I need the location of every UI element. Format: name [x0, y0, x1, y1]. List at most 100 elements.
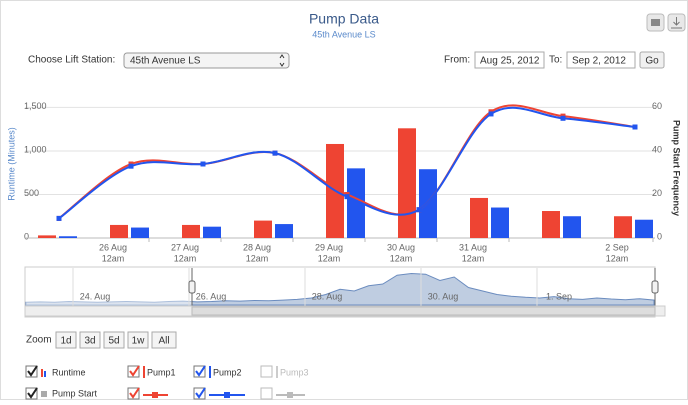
to-label: To: — [549, 55, 562, 66]
checkbox[interactable] — [193, 387, 206, 400]
navigator-label: 30. Aug — [428, 291, 459, 301]
navigator-label: 1. Sep — [546, 291, 572, 301]
checkbox[interactable] — [260, 365, 273, 378]
legend-icon — [143, 366, 145, 378]
legend-pump3: Pump3 — [280, 367, 309, 377]
legend: Runtime Pump1 Pump2 Pump3 Pump Start — [25, 365, 309, 400]
bar — [254, 220, 272, 238]
legend-pump-start: Pump Start — [52, 388, 98, 398]
zoom-button[interactable] — [79, 331, 101, 349]
from-input[interactable] — [474, 51, 545, 69]
x-tick-label: 28 Aug — [243, 242, 271, 252]
bar — [38, 235, 56, 238]
zoom-button[interactable] — [127, 331, 149, 349]
checkbox[interactable] — [127, 387, 140, 400]
from-value: Aug 25, 2012 — [480, 56, 540, 67]
station-select[interactable] — [123, 52, 290, 69]
line-marker — [200, 161, 206, 167]
bar — [347, 168, 365, 238]
legend-marker — [152, 392, 158, 398]
legend-icon — [209, 366, 211, 378]
y-tick-label: 500 — [24, 188, 39, 198]
y2-tick-label: 40 — [652, 144, 662, 154]
y-tick-label: 1,000 — [24, 144, 47, 154]
legend-runtime: Runtime — [52, 367, 86, 377]
x-tick-label: 27 Aug — [171, 242, 199, 252]
bar — [59, 236, 77, 238]
bar — [275, 224, 293, 238]
y2-tick-label: 20 — [652, 188, 662, 198]
subtitle: 45th Avenue LS — [312, 29, 375, 39]
zoom-button[interactable] — [151, 331, 177, 349]
check — [27, 365, 38, 377]
print-icon — [651, 19, 660, 26]
select-arrows — [279, 54, 285, 67]
export-icon — [671, 17, 682, 29]
legend-marker — [287, 392, 293, 398]
zoom-button-label: 1d — [60, 336, 71, 347]
x-tick-sublabel: 12am — [246, 253, 269, 263]
bar — [398, 128, 416, 238]
go-label: Go — [645, 56, 659, 67]
y2-tick-label: 60 — [652, 101, 662, 111]
x-tick-label: 30 Aug — [387, 242, 415, 252]
to-input[interactable] — [566, 51, 636, 69]
check — [129, 387, 140, 399]
navigator-handle[interactable] — [188, 280, 196, 294]
y-tick-label: 1,500 — [24, 101, 47, 111]
legend-icon — [44, 371, 46, 377]
line-marker — [416, 207, 422, 213]
line-marker — [272, 150, 278, 156]
x-tick-label: 2 Sep — [605, 242, 629, 252]
checkbox[interactable] — [127, 365, 140, 378]
navigator-handle[interactable] — [651, 280, 659, 294]
zoom-buttons: 1d 3d 5d 1w All — [55, 331, 177, 349]
navigator-label: 24. Aug — [80, 291, 111, 301]
station-label: Choose Lift Station: — [28, 55, 115, 66]
line — [58, 104, 636, 220]
x-tick-sublabel: 12am — [606, 253, 629, 263]
x-tick-sublabel: 12am — [390, 253, 413, 263]
navigator-label: 28. Aug — [312, 291, 343, 301]
scrollbar-thumb[interactable] — [191, 306, 656, 316]
bar — [182, 224, 200, 238]
bar — [635, 219, 653, 238]
zoom-button[interactable] — [55, 331, 77, 349]
line-marker — [632, 124, 638, 130]
legend-marker — [224, 392, 230, 398]
checkbox[interactable] — [260, 387, 273, 400]
zoom-button[interactable] — [103, 331, 125, 349]
legend-icon — [41, 369, 43, 377]
zoom-label: Zoom — [26, 335, 52, 346]
legend-icon — [276, 366, 278, 378]
bar — [470, 197, 488, 238]
y2-axis-title: Pump Start Frequency — [672, 120, 682, 216]
checkbox[interactable] — [25, 365, 38, 378]
bar — [563, 216, 581, 238]
check — [27, 387, 38, 399]
x-tick-sublabel: 12am — [102, 253, 125, 263]
navigator-label: 26. Aug — [196, 291, 227, 301]
line-marker — [344, 194, 350, 200]
bar — [131, 227, 149, 238]
to-value: Sep 2, 2012 — [572, 56, 626, 67]
check — [195, 387, 206, 399]
line-marker — [488, 111, 494, 117]
go-button[interactable] — [639, 51, 665, 69]
line-marker — [128, 163, 134, 169]
title: Pump Data — [309, 11, 379, 27]
navigator-area — [25, 272, 655, 306]
x-tick-label: 26 Aug — [99, 242, 127, 252]
y-tick-label: 0 — [24, 231, 29, 241]
x-tick-sublabel: 12am — [174, 253, 197, 263]
bar — [542, 211, 560, 238]
x-tick-sublabel: 12am — [318, 253, 341, 263]
navigator: 24. Aug 26. Aug 28. Aug 30. Aug 1. Sep — [25, 268, 659, 306]
checkbox[interactable] — [193, 365, 206, 378]
check — [129, 365, 140, 377]
y2-tick-label: 0 — [657, 231, 662, 241]
line — [58, 106, 636, 220]
legend-icon — [41, 391, 47, 397]
checkbox[interactable] — [25, 387, 38, 400]
